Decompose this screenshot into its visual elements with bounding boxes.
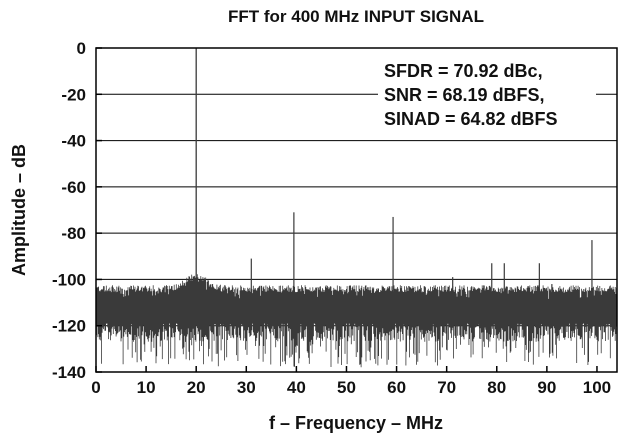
x-tick-label-9: 90 [537,378,556,397]
x-tick-label-10: 100 [583,378,611,397]
y-axis-label: Amplitude – dB [9,144,29,276]
y-tick-label-6: -120 [52,317,86,336]
y-tick-label-0: 0 [77,39,86,58]
x-tick-label-7: 70 [437,378,456,397]
y-tick-label-1: -20 [61,85,86,104]
chart-title: FFT for 400 MHz INPUT SIGNAL [228,7,484,26]
annotation-box [378,54,596,132]
x-tick-label-2: 20 [187,378,206,397]
y-tick-label-3: -60 [61,178,86,197]
annotation-sfdr: SFDR = 70.92 dBc, [384,61,543,81]
annotation-snr: SNR = 68.19 dBFS, [384,85,545,105]
x-tick-label-0: 0 [91,378,100,397]
x-tick-label-4: 40 [287,378,306,397]
y-tick-label-4: -80 [61,224,86,243]
y-tick-label-5: -100 [52,270,86,289]
x-tick-label-6: 60 [387,378,406,397]
y-tick-label-2: -40 [61,132,86,151]
plot-frame [95,47,618,373]
noise-floor [96,274,617,368]
x-axis-label: f – Frequency – MHz [269,413,443,433]
x-tick-label-1: 10 [137,378,156,397]
spur-lines [195,48,593,315]
x-tick-labels: 0 10 20 30 40 50 60 70 80 90 100 [91,366,611,397]
x-tick-label-8: 80 [487,378,506,397]
annotation-sinad: SINAD = 64.82 dBFS [384,109,558,129]
x-tick-label-3: 30 [237,378,256,397]
x-tick-label-5: 50 [337,378,356,397]
y-tick-label-7: -140 [52,363,86,382]
spectrum-trace [96,274,617,368]
y-tick-labels: 0 -20 -40 -60 -80 -100 -120 -140 [52,39,102,382]
